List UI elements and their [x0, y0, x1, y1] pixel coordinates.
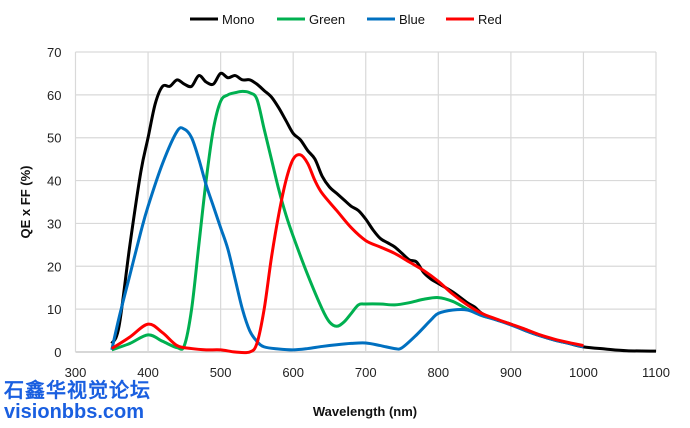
legend-label-red: Red	[478, 12, 502, 27]
x-tick-label: 700	[355, 365, 377, 380]
series-line-green	[111, 89, 490, 352]
y-tick-label: 50	[47, 131, 61, 146]
legend-label-blue: Blue	[399, 12, 425, 27]
grid	[74, 51, 657, 353]
y-tick-label: 40	[47, 174, 61, 189]
x-tick-label: 600	[282, 365, 304, 380]
y-tick-label: 0	[54, 345, 61, 360]
y-tick-label: 70	[47, 45, 61, 60]
x-tick-label: 500	[210, 365, 232, 380]
x-tick-label: 300	[65, 365, 87, 380]
watermark-chinese: 石鑫华视觉论坛	[4, 380, 151, 402]
x-tick-label: 400	[137, 365, 159, 380]
x-axis-title: Wavelength (nm)	[313, 404, 417, 419]
y-tick-label: 10	[47, 302, 61, 317]
y-tick-label: 60	[47, 88, 61, 103]
x-tick-label: 1000	[569, 365, 598, 380]
x-tick-label: 1100	[642, 365, 670, 380]
x-tick-label: 800	[427, 365, 449, 380]
watermark-url: visionbbs.com	[4, 401, 145, 423]
x-tick-label: 900	[500, 365, 522, 380]
y-tick-label: 20	[47, 259, 61, 274]
y-axis-title: QE x FF (%)	[18, 166, 33, 239]
series-line-red	[110, 153, 584, 355]
legend: Mono Green Blue Red	[190, 12, 502, 27]
y-tick-label: 30	[47, 216, 61, 231]
legend-label-mono: Mono	[222, 12, 255, 27]
tick-labels: 0 10 20 30 40 50 60 70 300 400 500 600 700 800 900 1000…	[47, 45, 670, 380]
series-lines	[110, 71, 657, 355]
legend-label-green: Green	[309, 12, 345, 27]
series-line-blue	[110, 126, 584, 352]
